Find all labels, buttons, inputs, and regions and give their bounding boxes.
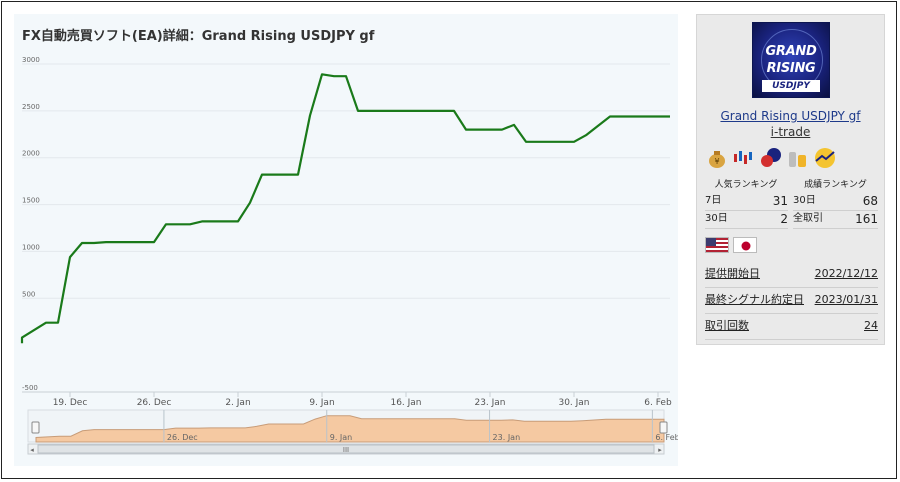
- sunrise-chart-icon: [815, 148, 835, 168]
- rank-label: 30日: [705, 213, 728, 224]
- rank-label: 30日: [793, 195, 816, 206]
- x-tick-label: 16. Jan: [390, 398, 421, 408]
- scrollbar-grip: III: [343, 446, 349, 454]
- scrollbar-thumb[interactable]: [37, 444, 655, 454]
- us-flag-icon: [705, 237, 729, 253]
- y-tick-label: 500: [22, 290, 35, 298]
- ea-logo[interactable]: GRAND RISING USDJPY: [752, 22, 830, 98]
- y-tick-label: 2500: [22, 103, 40, 111]
- y-tick-label: 2000: [22, 150, 40, 158]
- navigator-right-handle[interactable]: [659, 421, 668, 434]
- x-tick-label: 9. Jan: [309, 398, 334, 408]
- info-label: 取引回数: [705, 319, 749, 332]
- navigator-left-handle[interactable]: [31, 421, 40, 434]
- navigator-area: [35, 415, 665, 443]
- x-tick-label: 2. Jan: [225, 398, 250, 408]
- rank-label: 7日: [705, 195, 722, 206]
- navigator-tick-label: 9. Jan: [330, 433, 353, 442]
- info-label: 最終シグナル約定日: [705, 293, 804, 306]
- money-bag-icon: ¥: [709, 151, 725, 168]
- x-tick-label: 6. Feb: [644, 398, 672, 408]
- info-value: 2022/12/12: [814, 267, 878, 280]
- rank-label: 全取引: [793, 213, 823, 224]
- equity-chart[interactable]: 3000 2500 2000 1500 1000 500 -500 19. Dec 26. De…: [14, 14, 678, 466]
- ea-summary-panel: GRAND RISING USDJPY Grand Rising USDJPY …: [696, 14, 885, 345]
- svg-text:¥: ¥: [714, 157, 719, 166]
- scroll-right-arrow[interactable]: ▸: [658, 446, 662, 454]
- ea-vendor-link[interactable]: i-trade: [770, 125, 811, 139]
- performance-ranking-label: 成績ランキング: [804, 180, 867, 190]
- info-row-trade-count[interactable]: 取引回数 24: [705, 313, 878, 340]
- x-tick-label: 23. Jan: [474, 398, 505, 408]
- chat-bubbles-icon: [761, 148, 781, 167]
- chart-title: FX自動売買ソフト(EA)詳細：Grand Rising USDJPY gf: [22, 29, 375, 44]
- rank-value: 31: [772, 194, 788, 208]
- equity-line[interactable]: [20, 73, 670, 344]
- y-tick-label: 3000: [22, 56, 40, 64]
- y-tick-label: -500: [22, 384, 38, 392]
- popularity-rank-row: 30日 2: [705, 210, 788, 229]
- x-tick-label: 26. Dec: [137, 398, 172, 408]
- info-row-last-signal[interactable]: 最終シグナル約定日 2023/01/31: [705, 287, 878, 314]
- chart-panel: FX自動売買ソフト(EA)詳細：Grand Rising USDJPY gf 3…: [14, 14, 678, 466]
- info-value: 2023/01/31: [814, 293, 878, 306]
- logo-text-3: USDJPY: [762, 80, 820, 92]
- coins-icon: [789, 152, 806, 167]
- popularity-rank-row: 7日 31: [705, 192, 788, 211]
- rank-value: 68: [862, 194, 878, 208]
- logo-text-2: RISING: [766, 61, 816, 76]
- rank-value: 161: [855, 212, 878, 226]
- navigator-tick-label: 23. Jan: [493, 433, 521, 442]
- candlestick-icon: [734, 151, 752, 164]
- japan-flag-icon: [733, 237, 757, 253]
- x-tick-label: 19. Dec: [53, 398, 88, 408]
- logo-text-1: GRAND: [765, 44, 817, 59]
- info-value: 24: [864, 319, 878, 332]
- popularity-ranking-label: 人気ランキング: [714, 180, 778, 190]
- info-row-start-date[interactable]: 提供開始日 2022/12/12: [705, 261, 878, 288]
- info-label: 提供開始日: [705, 267, 760, 280]
- performance-rank-row: 全取引 161: [793, 210, 878, 229]
- performance-rank-row: 30日 68: [793, 192, 878, 211]
- scroll-left-arrow[interactable]: ◂: [30, 446, 34, 454]
- y-tick-label: 1000: [22, 243, 40, 251]
- rank-value: 2: [780, 212, 788, 226]
- y-tick-label: 1500: [22, 197, 40, 205]
- navigator-tick-label: 26. Dec: [167, 433, 198, 442]
- ea-name-link[interactable]: Grand Rising USDJPY gf: [720, 109, 861, 123]
- x-tick-label: 30. Jan: [558, 398, 589, 408]
- navigator-tick-label: 6. Feb: [655, 433, 678, 442]
